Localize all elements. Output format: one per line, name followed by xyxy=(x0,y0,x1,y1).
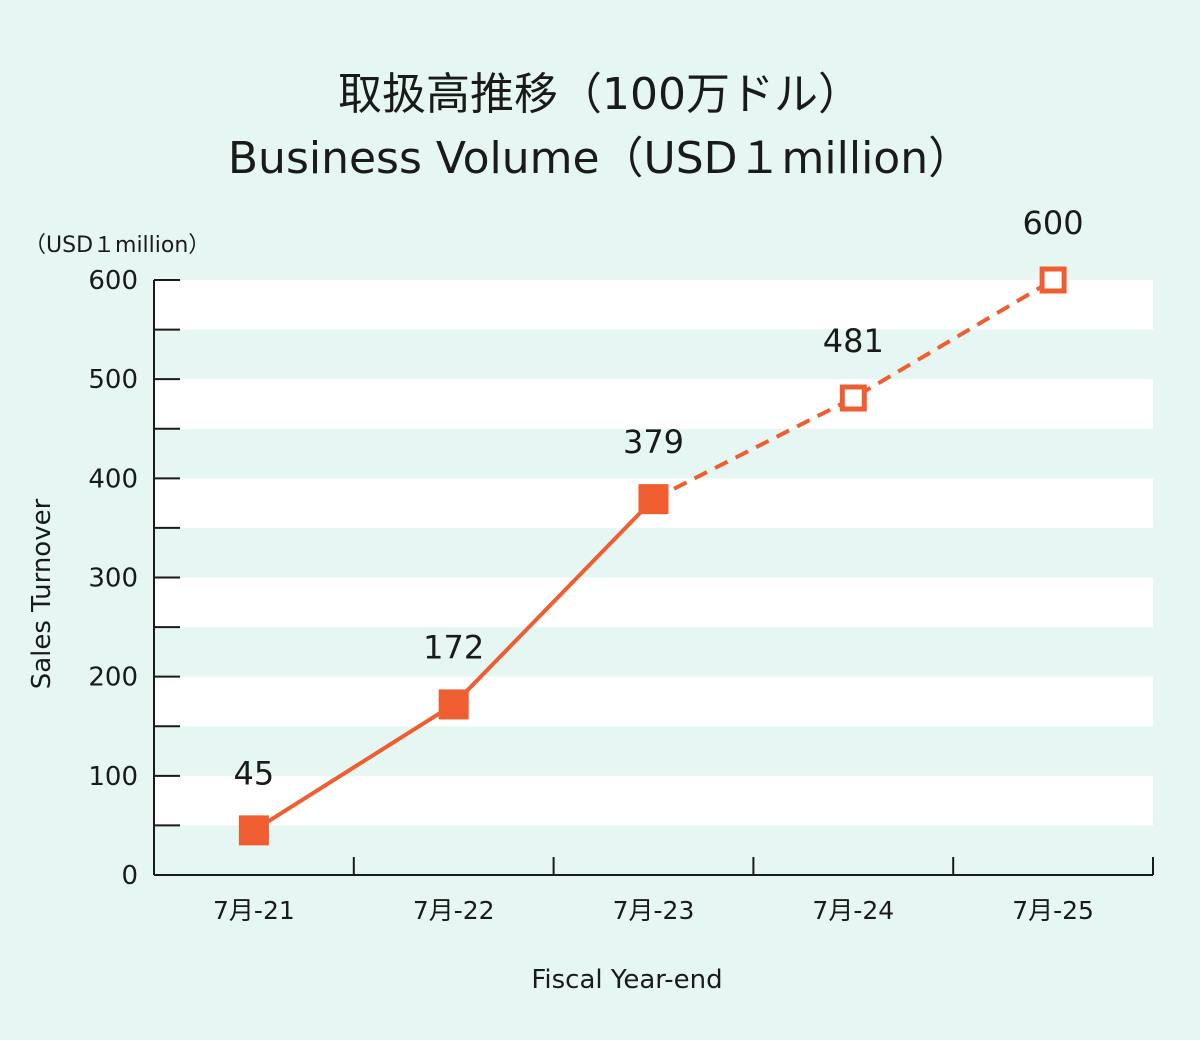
grid-band xyxy=(154,379,1153,429)
grid-band xyxy=(154,775,1153,826)
grid-band xyxy=(154,280,1153,330)
data-point-marker xyxy=(238,815,269,846)
x-tick-label: 7月-21 xyxy=(213,896,295,925)
data-label: 481 xyxy=(823,322,884,360)
y-axis-title: Sales Turnover xyxy=(27,498,57,689)
data-labels: 45 172 379 481 600 xyxy=(234,204,1084,792)
y-tick-label: 400 xyxy=(88,464,138,494)
series-lines xyxy=(252,278,1055,833)
y-tick-label: 200 xyxy=(88,663,138,693)
x-tick-label: 7月-24 xyxy=(812,896,894,925)
chart-subtitle: Business Volume（USD１million） xyxy=(227,133,973,184)
y-unit-label: （USD１million） xyxy=(24,233,210,258)
x-tick-label: 7月-22 xyxy=(413,896,495,925)
data-label: 172 xyxy=(423,628,484,666)
data-label: 45 xyxy=(234,754,275,792)
y-tick-label: 300 xyxy=(88,564,138,594)
series-line-dashed xyxy=(652,278,1055,501)
data-label: 600 xyxy=(1023,204,1084,242)
x-tick-label: 7月-23 xyxy=(613,896,695,925)
data-point-marker xyxy=(638,484,669,515)
x-tick-label: 7月-25 xyxy=(1012,896,1094,925)
y-tick-label: 500 xyxy=(88,365,138,395)
x-axis-title: Fiscal Year-end xyxy=(531,965,722,995)
grid-band xyxy=(154,577,1153,628)
chart-title: 取扱高推移（100万ドル） xyxy=(338,69,862,120)
data-point-marker xyxy=(438,689,469,720)
series-markers xyxy=(238,266,1067,846)
data-label: 379 xyxy=(623,423,684,461)
grid-band xyxy=(154,676,1153,727)
y-tick-label: 100 xyxy=(88,762,138,792)
grid-bands xyxy=(154,280,1153,826)
data-point-marker-forecast xyxy=(1039,266,1067,294)
x-axis-ticks: 7月-21 7月-22 7月-23 7月-24 7月-25 xyxy=(213,857,1154,925)
y-axis-ticks: 0 100 200 300 400 500 600 xyxy=(88,266,180,891)
data-point-marker-forecast xyxy=(839,384,867,412)
y-tick-label: 0 xyxy=(121,861,138,891)
y-tick-label: 600 xyxy=(88,266,138,296)
